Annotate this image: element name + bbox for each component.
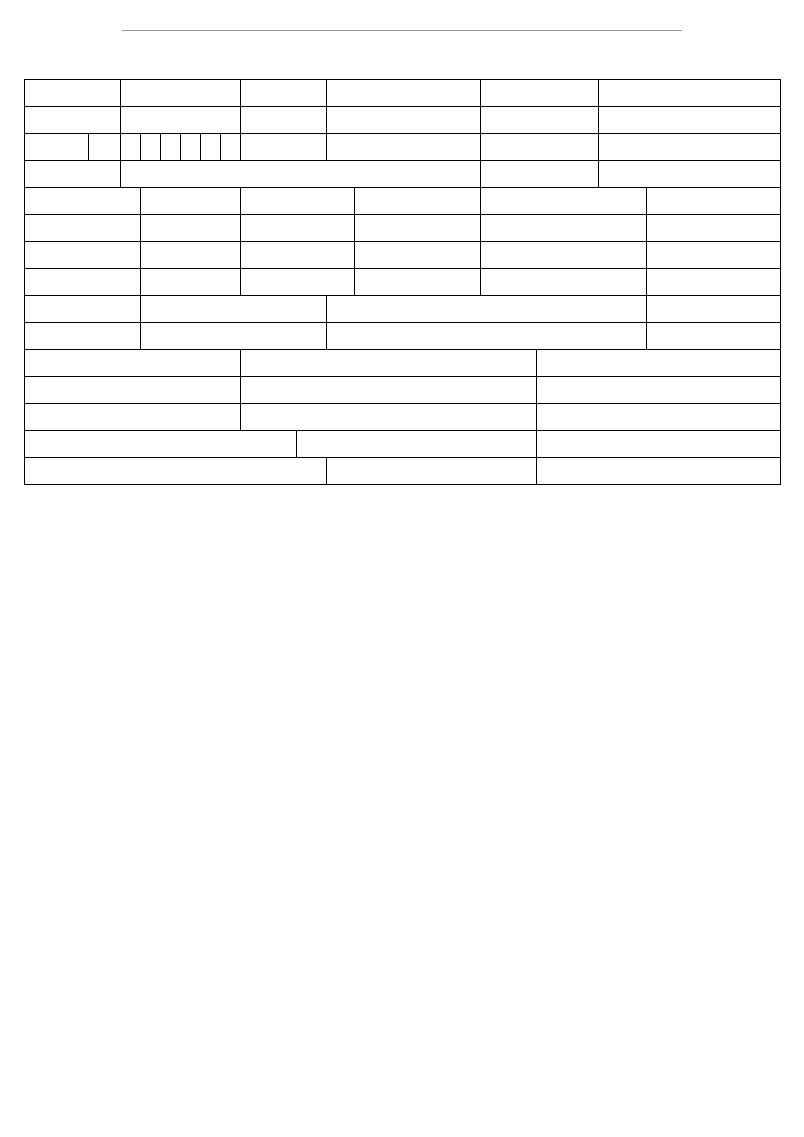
val-body-color [25, 269, 141, 296]
km-digit-4 [181, 134, 201, 161]
val-doors [355, 269, 481, 296]
val-contact [327, 107, 481, 134]
lbl-maker [241, 188, 355, 215]
km-digit-5 [201, 134, 221, 161]
lbl-interior-color [141, 242, 241, 269]
row-env [537, 350, 781, 377]
val-senior-appraiser [599, 107, 781, 134]
row-roadfee [25, 377, 241, 404]
opts-use-nature [25, 323, 141, 350]
km-digit-2 [141, 134, 161, 161]
lbl-mileage [25, 134, 89, 161]
header-rule [122, 30, 682, 31]
row-ac [327, 458, 537, 485]
row-transmission [25, 404, 241, 431]
row-seats [537, 431, 781, 458]
row-airbag [537, 404, 781, 431]
lbl-displacement [481, 188, 647, 215]
lbl-capacity [241, 242, 355, 269]
lbl-registry [647, 296, 781, 323]
lbl-reg-date [141, 188, 241, 215]
val-trade-type [599, 134, 781, 161]
row-loan [241, 377, 537, 404]
opts-vehicle-docs [141, 323, 327, 350]
row-insurance [241, 350, 537, 377]
row-sunroof [25, 431, 297, 458]
km-digit-1 [121, 134, 141, 161]
lbl-taxes [327, 296, 647, 323]
row-drive [241, 404, 537, 431]
lbl-mid-appraiser [481, 80, 599, 107]
lbl-brand-model [355, 188, 481, 215]
val-mid-appraiser [599, 80, 781, 107]
lbl-body-color [25, 242, 141, 269]
lbl-km [89, 134, 121, 161]
val-body-type [647, 269, 781, 296]
val-plate [121, 107, 241, 134]
opts-taxes [327, 323, 647, 350]
lbl-trade-loc [241, 134, 327, 161]
val-mfg-date [25, 215, 141, 242]
val-transfer-rec [647, 215, 781, 242]
val-capacity [241, 269, 355, 296]
opts-registry [647, 323, 781, 350]
val-displacement [481, 215, 647, 242]
lbl-senior-appraiser [481, 107, 599, 134]
val-vin [121, 161, 481, 188]
row-inspection [25, 350, 241, 377]
lbl-use-nature [25, 296, 141, 323]
lbl-vin [25, 161, 121, 188]
row-start-sys [537, 458, 781, 485]
info-table [24, 79, 781, 485]
lbl-body-type [647, 242, 781, 269]
row-av-radar [25, 458, 327, 485]
lbl-transfer-rec [647, 188, 781, 215]
val-fuel [481, 269, 647, 296]
lbl-plate [25, 107, 121, 134]
val-interior-color [141, 269, 241, 296]
lbl-trade-type [481, 134, 599, 161]
val-customer-name [327, 80, 481, 107]
lbl-eval-date [25, 80, 121, 107]
lbl-vehicle-docs [141, 296, 327, 323]
lbl-engine-no [481, 161, 599, 188]
lbl-fuel [481, 242, 647, 269]
km-digit-3 [161, 134, 181, 161]
val-engine-no [599, 161, 781, 188]
lbl-doors [355, 242, 481, 269]
val-eval-date [121, 80, 241, 107]
report-title-row [24, 485, 780, 521]
val-brand-model [355, 215, 481, 242]
lbl-mfg-date [25, 188, 141, 215]
row-lock-wheel [297, 431, 537, 458]
val-maker [241, 215, 355, 242]
val-reg-date [141, 215, 241, 242]
lbl-customer-name [241, 80, 327, 107]
km-digit-6 [221, 134, 241, 161]
row-purchase-tax [537, 377, 781, 404]
lbl-contact [241, 107, 327, 134]
val-trade-loc [327, 134, 481, 161]
